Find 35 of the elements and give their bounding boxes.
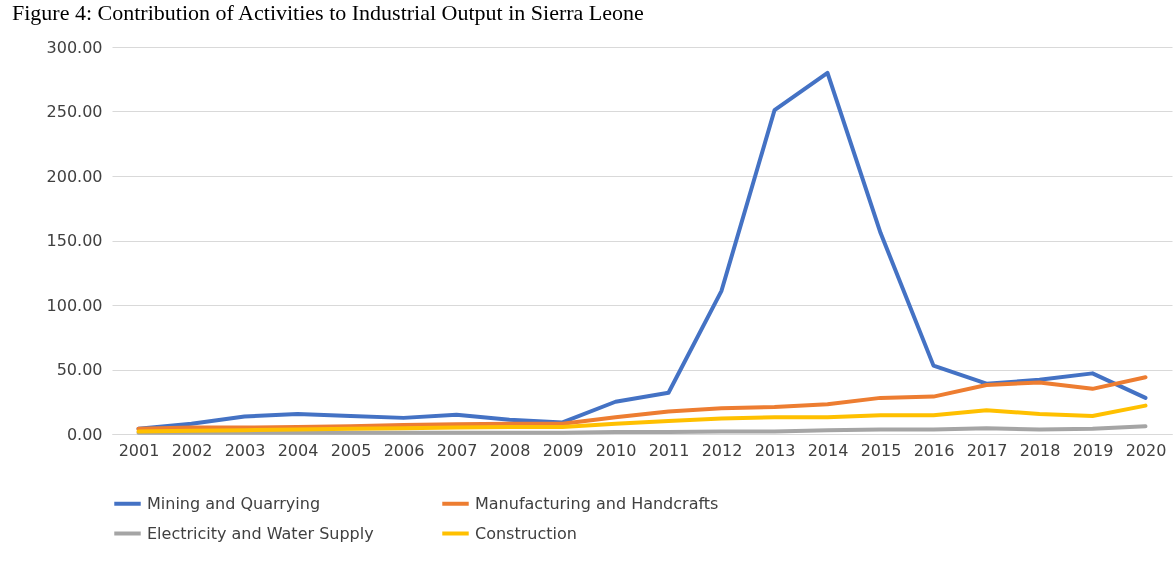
x-tick-label: 2006 xyxy=(383,440,425,460)
x-tick-label: 2011 xyxy=(648,440,690,460)
x-tick-label: 2015 xyxy=(860,440,902,460)
line-series xyxy=(136,424,1148,435)
x-tick-label: 2018 xyxy=(1019,440,1061,460)
y-tick-label: 100.00 xyxy=(46,295,103,315)
x-tick-label: 2007 xyxy=(436,440,478,460)
chart-title: Figure 4: Contribution of Activities to Industrial Output in Sierra Leone xyxy=(12,0,644,25)
x-tick-label: 2020 xyxy=(1125,440,1167,460)
legend-label: Construction xyxy=(475,523,577,543)
x-tick-label: 2003 xyxy=(224,440,266,460)
x-tick-label: 2005 xyxy=(330,440,372,460)
x-tick-label: 2002 xyxy=(171,440,213,460)
legend-label: Manufacturing and Handcrafts xyxy=(475,493,719,513)
line-series xyxy=(136,375,1148,431)
x-tick-label: 2004 xyxy=(277,440,319,460)
x-tick-label: 2012 xyxy=(701,440,743,460)
y-tick-label: 300.00 xyxy=(46,37,103,57)
y-tick-label: 150.00 xyxy=(46,231,103,250)
x-tick-label: 2016 xyxy=(913,440,955,460)
y-tick-label: 200.00 xyxy=(46,166,103,186)
x-tick-label: 2014 xyxy=(807,440,849,460)
x-tick-label: 2019 xyxy=(1072,440,1114,460)
y-tick-label: 0.00 xyxy=(66,424,103,444)
x-tick-label: 2013 xyxy=(754,440,796,460)
legend-label: Electricity and Water Supply xyxy=(147,523,374,543)
x-tick-label: 2010 xyxy=(595,440,637,460)
x-tick-label: 2017 xyxy=(966,440,1008,460)
legend-label: Mining and Quarrying xyxy=(147,493,321,513)
x-tick-label: 2001 xyxy=(118,440,160,460)
x-tick-label: 2009 xyxy=(542,440,584,460)
line-series xyxy=(136,403,1148,434)
x-tick-label: 2008 xyxy=(489,440,531,460)
y-tick-label: 250.00 xyxy=(46,102,103,121)
y-tick-label: 50.00 xyxy=(56,360,103,379)
